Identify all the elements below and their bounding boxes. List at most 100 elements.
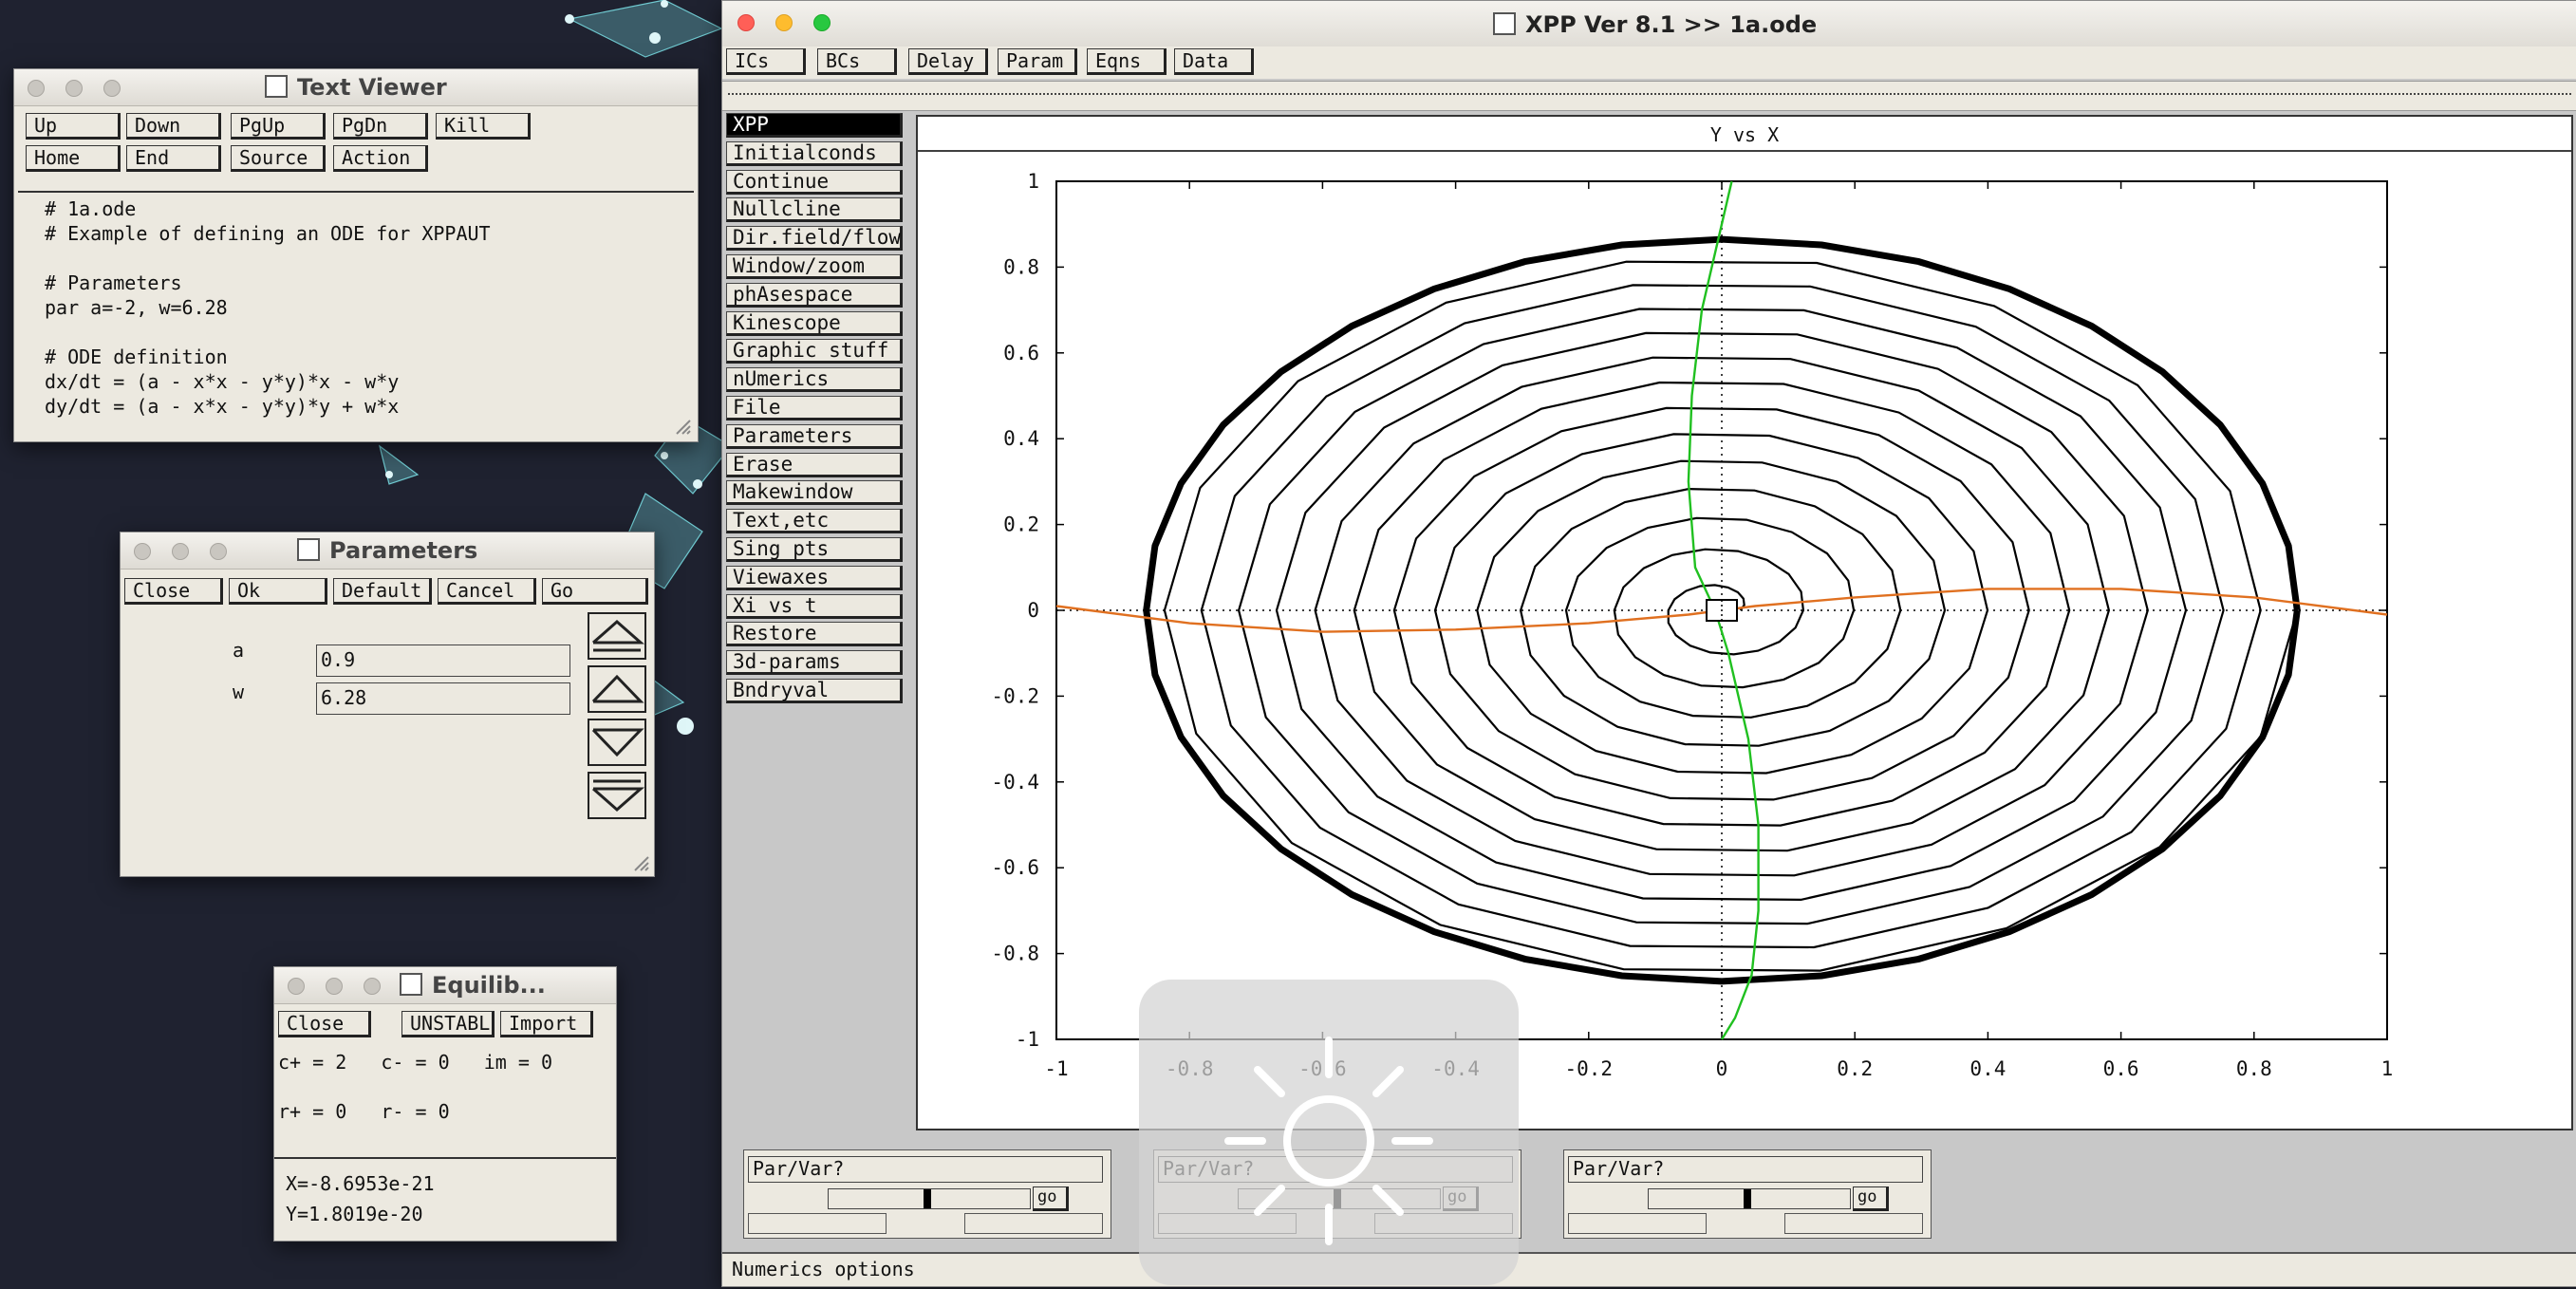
menu-item-xpp[interactable]: XPP bbox=[726, 113, 903, 138]
slider-track[interactable] bbox=[1648, 1188, 1851, 1209]
close-button[interactable]: Close bbox=[278, 1011, 371, 1037]
zoom-dot[interactable] bbox=[210, 543, 227, 560]
minimize-dot[interactable] bbox=[326, 978, 343, 995]
eqns-button[interactable]: Eqns bbox=[1087, 48, 1167, 75]
text-viewer-titlebar[interactable]: Text Viewer bbox=[14, 69, 698, 106]
parameters-titlebar[interactable]: Parameters bbox=[121, 532, 654, 570]
close-button[interactable]: Close bbox=[124, 578, 223, 605]
equilibrium-title: Equilib... bbox=[432, 972, 546, 999]
graph-panel[interactable]: Y vs X -1 -0.8 -0.6 -0.4 -0.2 0 0.2 0.4 0.6 0.8 1 1 0… bbox=[916, 115, 2573, 1130]
bcs-button[interactable]: BCs bbox=[817, 48, 897, 75]
ok-button[interactable]: Ok bbox=[229, 578, 327, 605]
resize-grip-icon[interactable] bbox=[631, 853, 650, 872]
slider-thumb[interactable] bbox=[1744, 1189, 1751, 1208]
kill-button[interactable]: Kill bbox=[436, 113, 531, 140]
menu-item-parameters[interactable]: Parameters bbox=[726, 423, 903, 449]
up-button[interactable]: Up bbox=[26, 113, 121, 140]
slider-par-var-field[interactable]: Par/Var? bbox=[1568, 1156, 1923, 1183]
zoom-dot[interactable] bbox=[103, 80, 121, 97]
phase-plane-plot[interactable]: Y vs X -1 -0.8 -0.6 -0.4 -0.2 0 0.2 0.4 0.6 0.8 1 1 0… bbox=[918, 117, 2571, 1129]
equilibrium-titlebar[interactable]: Equilib... bbox=[274, 967, 616, 1004]
slider-thumb[interactable] bbox=[924, 1189, 931, 1208]
delay-button[interactable]: Delay bbox=[908, 48, 988, 75]
import-button[interactable]: Import bbox=[500, 1011, 593, 1037]
menu-item-file[interactable]: File bbox=[726, 396, 903, 420]
status-bar: Numerics options bbox=[722, 1252, 2576, 1286]
menu-item-makewindow[interactable]: Makewindow bbox=[726, 480, 903, 506]
param-field-a[interactable]: 0.9 bbox=[316, 644, 570, 677]
x-tick-label: 0.2 bbox=[1837, 1057, 1873, 1080]
unstable-button[interactable]: UNSTABL bbox=[401, 1011, 495, 1037]
close-dot[interactable] bbox=[737, 14, 755, 31]
minimize-dot[interactable] bbox=[775, 14, 793, 31]
menu-item-text-etc[interactable]: Text,etc bbox=[726, 509, 903, 534]
down-arrow-icon bbox=[591, 728, 644, 757]
menu-item-kinescope[interactable]: Kinescope bbox=[726, 310, 903, 336]
double-up-arrow-icon bbox=[592, 620, 644, 652]
menu-item-continue[interactable]: Continue bbox=[726, 169, 903, 195]
y-tick-label: 0 bbox=[1027, 599, 1039, 622]
menu-item-numerics[interactable]: nUmerics bbox=[726, 367, 903, 393]
data-button[interactable]: Data bbox=[1174, 48, 1254, 75]
pgdn-button[interactable]: PgDn bbox=[333, 113, 428, 140]
command-line[interactable] bbox=[722, 81, 2576, 111]
close-dot[interactable] bbox=[288, 978, 305, 995]
ics-button[interactable]: ICs bbox=[726, 48, 806, 75]
menu-item-xi-vs-t[interactable]: Xi vs t bbox=[726, 593, 903, 619]
menu-item-restore[interactable]: Restore bbox=[726, 622, 903, 647]
pgup-button[interactable]: PgUp bbox=[231, 113, 326, 140]
menu-item-sing-pts[interactable]: Sing pts bbox=[726, 537, 903, 562]
action-button[interactable]: Action bbox=[333, 145, 428, 172]
param-button[interactable]: Param bbox=[998, 48, 1077, 75]
text-line: par a=-2, w=6.28 bbox=[45, 296, 228, 319]
down-arrow-button[interactable] bbox=[588, 719, 646, 766]
slider-min-field[interactable] bbox=[748, 1213, 887, 1234]
minimize-dot[interactable] bbox=[65, 80, 83, 97]
source-button[interactable]: Source bbox=[231, 145, 326, 172]
end-button[interactable]: End bbox=[126, 145, 221, 172]
resize-grip-icon[interactable] bbox=[673, 417, 692, 436]
minimize-dot[interactable] bbox=[172, 543, 189, 560]
close-dot[interactable] bbox=[28, 80, 45, 97]
menu-item-window-zoom[interactable]: Window/zoom bbox=[726, 254, 903, 279]
menu-item-phasespace[interactable]: phAsespace bbox=[726, 282, 903, 308]
zoom-dot[interactable] bbox=[813, 14, 831, 31]
menu-item-3d-params[interactable]: 3d-params bbox=[726, 650, 903, 676]
param-field-w[interactable]: 6.28 bbox=[316, 682, 570, 715]
slider-go-button[interactable]: go bbox=[1033, 1186, 1069, 1211]
divider bbox=[274, 1157, 616, 1159]
x-tick-label: -1 bbox=[1044, 1057, 1068, 1080]
page-up-double-arrow-button[interactable] bbox=[588, 612, 646, 660]
x11-icon bbox=[1493, 12, 1516, 35]
slider-go-button[interactable]: go bbox=[1853, 1186, 1889, 1211]
menu-item-dir-field-flow[interactable]: Dir.field/flow bbox=[726, 226, 903, 252]
slider-min-field[interactable] bbox=[1568, 1213, 1707, 1234]
go-button[interactable]: Go bbox=[542, 578, 648, 605]
up-arrow-button[interactable] bbox=[588, 665, 646, 713]
xpp-titlebar[interactable]: XPP Ver 8.1 >> 1a.ode bbox=[722, 1, 2576, 51]
window-title: Parameters bbox=[297, 532, 477, 569]
plot-title: Y vs X bbox=[1710, 123, 1779, 146]
close-dot[interactable] bbox=[134, 543, 151, 560]
menu-item-nullcline[interactable]: Nullcline bbox=[726, 197, 903, 223]
y-tick-label: -0.4 bbox=[991, 771, 1039, 794]
menu-item-viewaxes[interactable]: Viewaxes bbox=[726, 565, 903, 590]
window-title: Text Viewer bbox=[265, 69, 447, 105]
slider-max-field[interactable] bbox=[964, 1213, 1103, 1234]
page-down-double-arrow-button[interactable] bbox=[588, 772, 646, 819]
menu-item-graphic-stuff[interactable]: Graphic stuff bbox=[726, 339, 903, 364]
slider-track[interactable] bbox=[828, 1188, 1031, 1209]
text-viewer-content[interactable]: # 1a.ode # Example of defining an ODE fo… bbox=[18, 191, 694, 438]
menu-item-bndryval[interactable]: Bndryval bbox=[726, 679, 903, 703]
zoom-dot[interactable] bbox=[364, 978, 381, 995]
home-button[interactable]: Home bbox=[26, 145, 121, 172]
default-button[interactable]: Default bbox=[333, 578, 432, 605]
menu-item-initialconds[interactable]: Initialconds bbox=[726, 140, 903, 166]
slider-max-field[interactable] bbox=[1784, 1213, 1923, 1234]
down-button[interactable]: Down bbox=[126, 113, 221, 140]
equilibrium-x-value: X=-8.6953e-21 bbox=[286, 1172, 435, 1195]
menu-item-erase[interactable]: Erase bbox=[726, 452, 903, 477]
limit-cycle-line bbox=[1143, 235, 2301, 985]
slider-par-var-field[interactable]: Par/Var? bbox=[748, 1156, 1103, 1183]
cancel-button[interactable]: Cancel bbox=[438, 578, 536, 605]
